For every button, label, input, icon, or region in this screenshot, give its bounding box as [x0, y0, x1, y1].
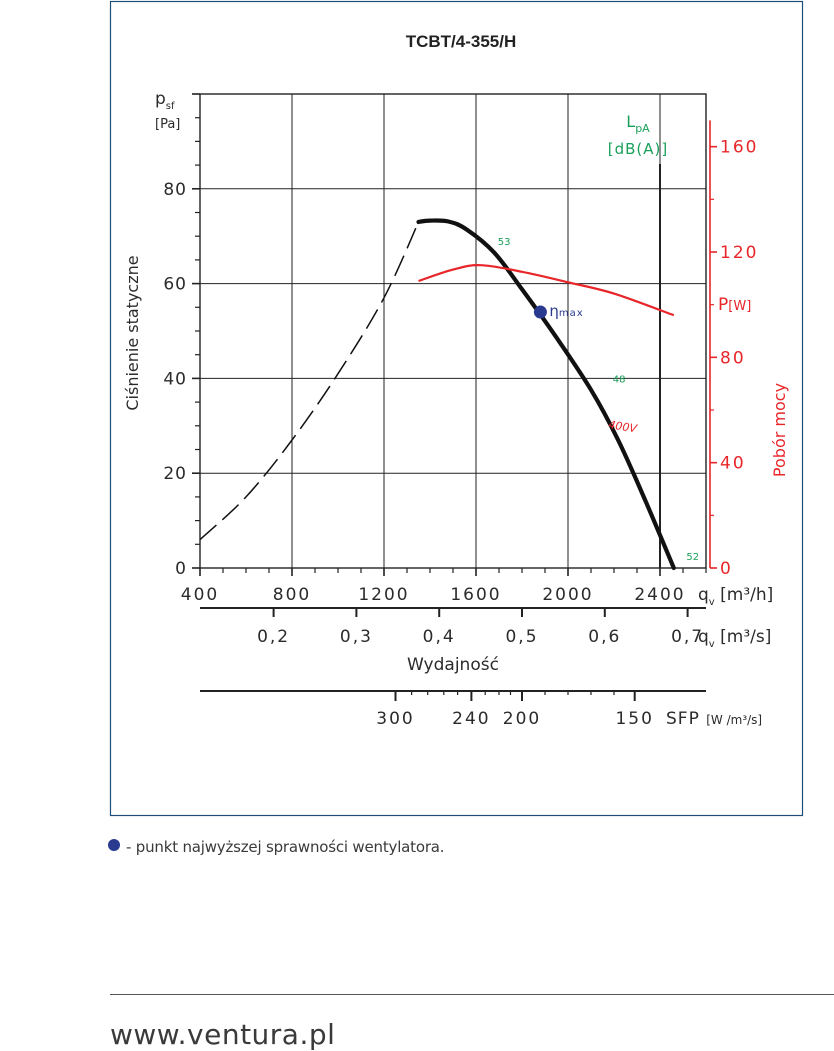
x-axis-label: qv [m³/h]: [698, 585, 773, 608]
footnote: - punkt najwyższej sprawności wentylator…: [108, 838, 445, 856]
eta-max-label: ηmax: [549, 302, 583, 320]
m3s-tick-label: 0,7: [671, 627, 704, 647]
lpa-axis-unit: [dB(A)]: [608, 140, 668, 158]
m3s-tick-label: 0,2: [257, 627, 290, 647]
power-tick-label: 0: [720, 559, 733, 579]
sfp-tick-label: 240: [452, 709, 490, 729]
power-axis-title: Pobór mocy: [770, 383, 789, 477]
lpa-axis-symbol: LpA: [626, 112, 650, 135]
x-tick-label: 2400: [634, 585, 685, 605]
x-tick-label: 2000: [542, 585, 593, 605]
sfp-tick-label: 200: [503, 709, 541, 729]
x-tick-label: 400: [181, 585, 219, 605]
footnote-text: - punkt najwyższej sprawności wentylator…: [126, 838, 445, 856]
footer-divider: [110, 994, 834, 995]
left-axis-title: Ciśnienie statyczne: [123, 255, 142, 410]
sfp-tick-label: 150: [615, 709, 653, 729]
m3s-tick-label: 0,6: [588, 627, 621, 647]
series-layer: [199, 218, 676, 571]
noise-level-label: 53: [498, 237, 511, 248]
plot-border: [199, 93, 707, 569]
sfp-axis-label: SFP [W /m³/s]: [666, 709, 762, 729]
left-axis-unit: [Pa]: [155, 117, 180, 132]
chart-frame: [109, 0, 804, 817]
noise-level-label: 48: [613, 374, 626, 385]
power-axis-symbol: P[W]: [718, 295, 751, 315]
m3s-tick-label: 0,3: [340, 627, 373, 647]
x-tick-label: 800: [273, 585, 311, 605]
x-axis-title: Wydajność: [407, 655, 499, 675]
power-tick-label: 80: [720, 348, 746, 368]
power-curve: [418, 264, 675, 317]
eta-legend-dot: [108, 839, 120, 851]
noise-level-label: 52: [686, 552, 699, 563]
left-tick-label: 20: [163, 464, 187, 484]
m3s-tick-label: 0,4: [423, 627, 456, 647]
power-tick-label: 160: [720, 138, 758, 158]
power-tick-label: 120: [720, 243, 758, 263]
pressure-curve: [416, 218, 676, 571]
left-tick-label: 0: [175, 559, 187, 579]
x-tick-label: 1200: [358, 585, 409, 605]
plot-grid: [199, 93, 707, 569]
left-tick-label: 80: [163, 180, 187, 200]
m3s-tick-label: 0,5: [505, 627, 538, 647]
power-curve-label: 400V: [608, 418, 640, 436]
eta-max-point: [533, 305, 547, 319]
power-tick-label: 40: [720, 454, 746, 474]
x-tick-label: 1600: [450, 585, 501, 605]
chart-title: TCBT/4-355/H: [406, 32, 517, 51]
m3s-axis-label: qv [m³/s]: [698, 627, 771, 650]
pressure-curve-unstable: [199, 221, 420, 541]
labels-layer: LpA [dB(A)] 400V ηmax 53 48 52: [498, 112, 699, 563]
left-tick-label: 60: [163, 275, 187, 295]
left-axis-symbol: psf: [155, 89, 175, 112]
sfp-tick-label: 300: [376, 709, 414, 729]
left-tick-label: 40: [163, 369, 187, 389]
